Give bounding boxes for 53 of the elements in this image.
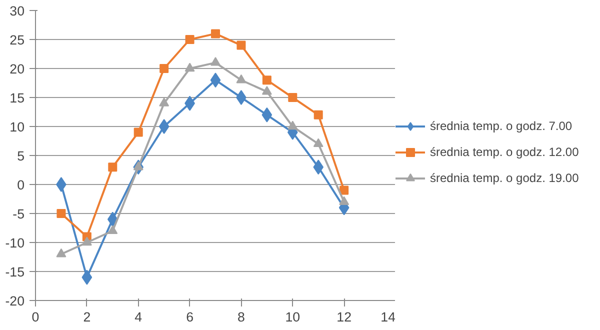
point bbox=[313, 160, 324, 175]
x-tick-label: 10 bbox=[285, 310, 300, 324]
point bbox=[160, 64, 169, 73]
point bbox=[107, 212, 118, 227]
y-tick-label: 0 bbox=[17, 178, 25, 192]
legend-label: średnia temp. o godz. 12.00 bbox=[430, 145, 579, 159]
y-tick-label: 30 bbox=[10, 4, 25, 18]
point bbox=[108, 225, 118, 234]
point bbox=[210, 72, 221, 88]
y-tick-label: 15 bbox=[10, 90, 25, 106]
point bbox=[82, 236, 92, 246]
point bbox=[82, 270, 92, 285]
point bbox=[56, 248, 66, 258]
point bbox=[262, 107, 272, 122]
point bbox=[288, 120, 298, 130]
legend-label: średnia temp. o godz. 7.00 bbox=[430, 119, 572, 133]
point bbox=[56, 177, 66, 192]
point bbox=[340, 186, 349, 195]
point bbox=[314, 110, 323, 120]
point bbox=[236, 74, 246, 84]
legend-label: średnia temp. o godz. 19.00 bbox=[430, 171, 579, 185]
point bbox=[133, 161, 144, 170]
y-tick-label: -10 bbox=[5, 236, 24, 250]
point bbox=[134, 128, 143, 137]
x-tick-label: 6 bbox=[186, 310, 194, 324]
point bbox=[236, 90, 246, 105]
x-tick-label: 4 bbox=[134, 310, 143, 324]
y-tick-label: -20 bbox=[5, 294, 24, 308]
point bbox=[56, 209, 66, 218]
point bbox=[185, 35, 194, 44]
point bbox=[159, 98, 170, 106]
y-tick-label: -5 bbox=[12, 206, 25, 222]
point bbox=[210, 57, 220, 66]
point bbox=[262, 86, 272, 95]
x-tick-label: 12 bbox=[336, 310, 352, 324]
point bbox=[313, 138, 324, 147]
y-tick-label: 10 bbox=[10, 120, 25, 134]
point bbox=[339, 196, 350, 205]
point bbox=[184, 62, 195, 72]
y-tick-label: 20 bbox=[10, 62, 25, 76]
point bbox=[262, 76, 272, 85]
x-tick-label: 2 bbox=[83, 310, 91, 324]
x-tick-label: 8 bbox=[238, 310, 245, 324]
x-tick-label: 0 bbox=[32, 310, 40, 324]
point bbox=[236, 40, 246, 50]
point bbox=[288, 93, 298, 102]
point bbox=[108, 162, 118, 172]
y-tick-label: 5 bbox=[17, 148, 25, 164]
y-tick-label: 25 bbox=[10, 32, 25, 48]
y-tick-label: -15 bbox=[5, 264, 24, 280]
x-tick-label: 14 bbox=[380, 310, 396, 324]
point bbox=[211, 29, 220, 38]
point bbox=[158, 119, 170, 134]
